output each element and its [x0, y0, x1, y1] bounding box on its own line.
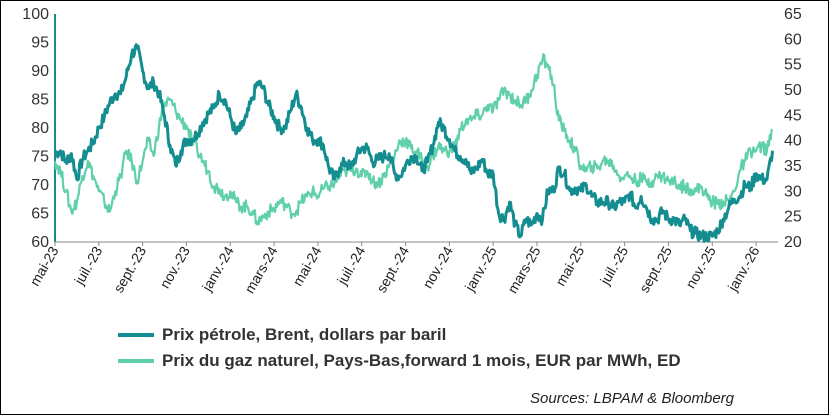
y-right-tick-label: 40 [784, 133, 802, 150]
x-tick-label: janv.-24 [198, 243, 237, 294]
chart-svg: 60 65 70 75 80 85 90 95 100 20 25 30 35 40 45 50 55 60 65 m… [22, 6, 802, 296]
x-tick-label: nov.-23 [156, 243, 193, 291]
y-right-tick-label: 35 [784, 158, 802, 175]
legend: Prix pétrole, Brent, dollars par baril P… [118, 322, 681, 374]
y-right-tick-label: 25 [784, 209, 802, 226]
x-tick-label: janv.-26 [724, 243, 763, 294]
x-tick-label: mars-24 [241, 243, 281, 296]
y-right-tick-label: 65 [784, 6, 802, 23]
y-right-tick-label: 55 [784, 57, 802, 74]
source-note: Sources: LBPAM & Bloomberg [530, 390, 734, 407]
y-right-tick-label: 45 [784, 107, 802, 124]
y-left-tick-label: 70 [31, 177, 49, 194]
legend-swatch-brent [118, 333, 154, 337]
y-left-tick-label: 85 [31, 92, 49, 109]
legend-swatch-gas [118, 359, 154, 363]
y-left-tick-label: 75 [31, 149, 49, 166]
x-tick-label: nov.-25 [682, 243, 719, 291]
x-tick-label: mai-25 [552, 243, 587, 288]
x-tick-label: mai-24 [289, 243, 324, 288]
x-tick-label: juil.-23 [70, 243, 105, 288]
y-left-tick-label: 100 [22, 6, 49, 23]
legend-item-brent: Prix pétrole, Brent, dollars par baril [118, 322, 681, 348]
y-left-tick-label: 95 [31, 35, 49, 52]
x-tick-label: mars-25 [504, 243, 544, 296]
legend-label-brent: Prix pétrole, Brent, dollars par baril [162, 325, 447, 344]
x-tick-label: sept.-24 [373, 243, 412, 295]
series-line-brent [54, 43, 774, 243]
y-left-tick-label: 60 [31, 234, 49, 251]
y-left-tick-label: 80 [31, 120, 49, 137]
x-tick-label: nov.-24 [419, 243, 456, 291]
legend-label-gas: Prix du gaz naturel, Pays-Bas,forward 1 … [162, 351, 681, 370]
y-right-tick-label: 60 [784, 31, 802, 48]
x-tick-label: sept.-25 [636, 243, 675, 295]
x-tick-label: juil.-25 [596, 243, 631, 288]
x-tick-label: janv.-25 [461, 243, 500, 294]
y-right-tick-label: 30 [784, 183, 802, 200]
x-tick-label: sept.-23 [110, 243, 149, 295]
x-tick-label: juil.-24 [333, 243, 368, 288]
y-right-tick-label: 20 [784, 234, 802, 251]
y-right-tick-label: 50 [784, 82, 802, 99]
series-line-gas [53, 53, 774, 226]
legend-item-gas: Prix du gaz naturel, Pays-Bas,forward 1 … [118, 348, 681, 374]
y-left-tick-label: 90 [31, 63, 49, 80]
y-left-tick-label: 65 [31, 206, 49, 223]
